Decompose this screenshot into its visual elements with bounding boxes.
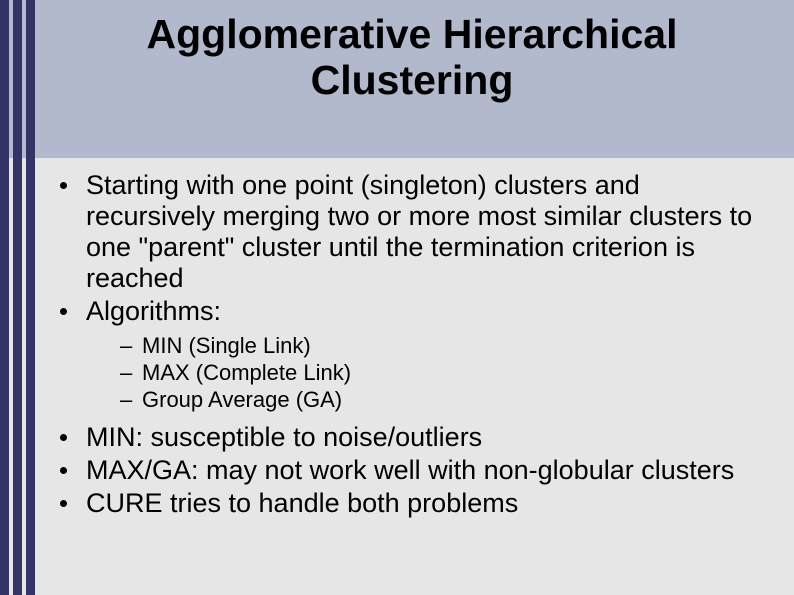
accent-bar	[0, 158, 9, 595]
sub-bullet-list: MIN (Single Link) MAX (Complete Link) Gr…	[86, 333, 776, 413]
list-item-text: Algorithms:	[86, 296, 221, 326]
list-item: CURE tries to handle both problems	[48, 488, 776, 519]
header-accent-bars	[0, 0, 35, 158]
list-item: MAX/GA: may not work well with non-globu…	[48, 455, 776, 486]
slide-title: Agglomerative Hierarchical Clustering	[60, 12, 764, 104]
accent-bar	[26, 158, 35, 595]
sub-list-item: MIN (Single Link)	[116, 333, 776, 360]
body-area: Starting with one point (singleton) clus…	[0, 158, 794, 595]
bullet-list: Starting with one point (singleton) clus…	[48, 170, 776, 519]
accent-bar	[13, 158, 22, 595]
accent-bar	[26, 0, 35, 158]
list-item: Starting with one point (singleton) clus…	[48, 170, 776, 294]
list-item: Algorithms: MIN (Single Link) MAX (Compl…	[48, 296, 776, 414]
slide-content: Starting with one point (singleton) clus…	[48, 170, 776, 521]
sub-list-item: Group Average (GA)	[116, 387, 776, 414]
list-item: MIN: susceptible to noise/outliers	[48, 422, 776, 453]
sub-list-item: MAX (Complete Link)	[116, 360, 776, 387]
accent-bar	[13, 0, 22, 158]
accent-bar	[0, 0, 9, 158]
body-accent-bars	[0, 158, 35, 595]
header-area: Agglomerative Hierarchical Clustering	[0, 0, 794, 158]
